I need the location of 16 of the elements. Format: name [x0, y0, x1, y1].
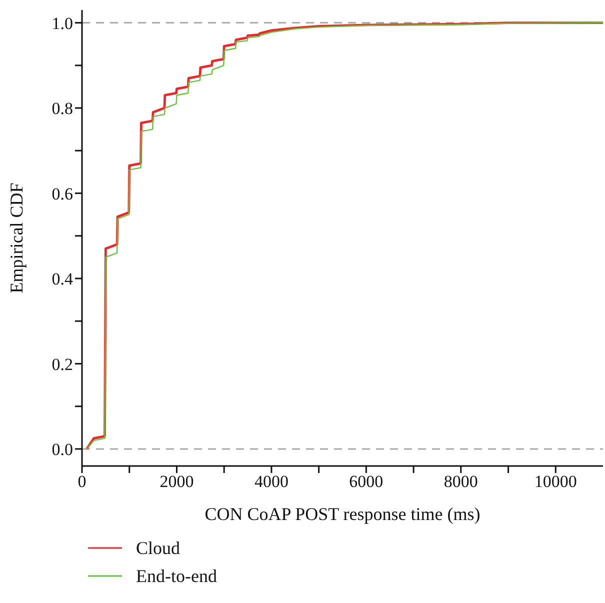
- y-tick-label: 1.0: [52, 14, 73, 33]
- legend-label: End-to-end: [136, 566, 217, 586]
- y-tick-label: 0.0: [52, 440, 73, 459]
- y-axis-title: Empirical CDF: [6, 182, 26, 294]
- y-tick-label: 0.8: [52, 99, 73, 118]
- x-tick-label: 0: [78, 472, 86, 492]
- y-tick-label: 0.4: [52, 270, 74, 289]
- x-tick-label: 8000: [444, 472, 478, 492]
- x-tick-label: 4000: [254, 472, 288, 492]
- y-tick-label: 0.2: [52, 354, 73, 374]
- x-tick-label: 10000: [534, 472, 577, 492]
- x-tick-label: 2000: [160, 472, 194, 492]
- y-tick-label: 0.6: [52, 184, 73, 204]
- legend-label: Cloud: [136, 538, 180, 558]
- x-axis-title: CON CoAP POST response time (ms): [204, 504, 480, 524]
- x-tick-label: 6000: [349, 472, 384, 492]
